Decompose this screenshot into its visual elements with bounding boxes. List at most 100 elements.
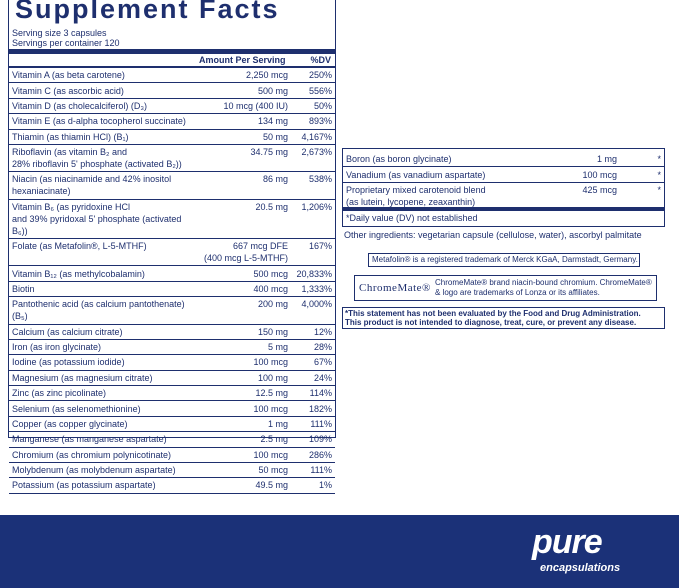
name-line: Magnesium (as magnesium citrate) [12, 372, 153, 383]
name-line: Vitamin E (as d-alpha tocopherol succina… [12, 116, 186, 127]
amount-line: 1 mg [267, 418, 288, 429]
daily-value: 1% [318, 480, 332, 491]
name-line: Selenium (as selenomethionine) [12, 403, 141, 414]
table: Boron (as boron glycinate) 1 mg * Vanadium … [343, 152, 664, 211]
amount: 20.5 mg [188, 201, 288, 237]
table-row: Magnesium (as magnesium citrate) 100 mg 24… [9, 371, 335, 386]
amount-line: 150 mg [257, 326, 288, 337]
amount-line: 200 mg [257, 299, 288, 310]
other-ingredients: Other ingredients: vegetarian capsule (c… [344, 230, 642, 240]
amount: 100 mcg [188, 449, 288, 461]
rule [343, 207, 664, 211]
footnote: *Daily value (DV) not established [346, 213, 478, 223]
amount-line: (400 mcg L-5-MTHF) [203, 253, 288, 264]
rule [9, 49, 335, 54]
chromemate-logo: ChromeMate® [359, 282, 431, 294]
daily-value: 111% [310, 418, 332, 429]
facts-panel-continued: Boron (as boron glycinate) 1 mg * Vanadium … [342, 148, 665, 227]
name-line: Boron (as boron glycinate) [346, 154, 452, 165]
daily-value: 893% [308, 116, 332, 127]
amount-line: 134 mg [257, 116, 288, 127]
table-row: Vitamin B₁₂ (as methylcobalamin) 500 mcg 2… [9, 266, 335, 282]
table-row: Chromium (as chromium polynicotinate) 100… [9, 448, 335, 463]
daily-value: 167% [308, 241, 332, 252]
name-line: Iodine (as potassium iodide) [12, 357, 125, 368]
daily-value: 50% [313, 100, 332, 111]
amount-line: 100 mcg [253, 357, 288, 368]
nutrient-name: Folate (as Metafolin®, L-5-MTHF) [9, 240, 188, 264]
daily-value: 556% [308, 85, 332, 96]
amount-line: 1 mg [596, 154, 617, 165]
nutrient-name: Manganese (as manganese aspartate) [9, 433, 188, 445]
table-row: Molybdenum (as molybdenum aspartate) 50 m… [9, 463, 335, 479]
name-line: Vitamin B₆ (as pyridoxine HCl [12, 201, 131, 212]
amount-line: 10 mcg (400 IU) [223, 100, 288, 111]
nutrient-name: Riboflavin (as vitamin B₂ and 28% ribofla… [9, 146, 188, 170]
table-row: Copper (as copper glycinate) 1 mg 111% [9, 417, 335, 433]
nutrient-name: Vitamin E (as d-alpha tocopherol succina… [9, 115, 188, 127]
nutrient-name: Calcium (as calcium citrate) [9, 326, 188, 338]
name-line: (as lutein, lycopene, zeaxanthin) [346, 196, 476, 207]
name-line: Potassium (as potassium aspartate) [12, 480, 156, 491]
nutrient-name: Magnesium (as magnesium citrate) [9, 372, 188, 384]
name-line: Molybdenum (as molybdenum aspartate) [12, 465, 176, 476]
amount: 100 mg [188, 372, 288, 384]
amount-line: 500 mg [257, 85, 288, 96]
daily-value: 109% [308, 434, 332, 445]
brand-name: pure [532, 523, 603, 561]
amount-line: 2,250 mcg [245, 70, 288, 81]
daily-value: 1,206% [301, 201, 332, 212]
table-row: Boron (as boron glycinate) 1 mg * [343, 152, 664, 168]
column-header: %DV [310, 55, 331, 65]
amount: 400 mcg [188, 283, 288, 295]
table-row: Riboflavin (as vitamin B₂ and 28% ribofla… [9, 145, 335, 173]
nutrient-name: Iron (as iron glycinate) [9, 341, 188, 353]
nutrient-name: Chromium (as chromium polynicotinate) [9, 449, 188, 461]
name-line: Thiamin (as thiamin HCl) (B₁) [12, 131, 129, 142]
amount-line: 50 mg [262, 131, 288, 142]
daily-value: * [657, 184, 661, 195]
disclaimer-box: *This statement has not been evaluated b… [342, 307, 665, 329]
nutrient-name: Molybdenum (as molybdenum aspartate) [9, 464, 188, 476]
serving-size: Serving size 3 capsules [12, 28, 107, 38]
table-row: Iron (as iron glycinate) 5 mg 28% [9, 340, 335, 356]
table-row: Zinc (as zinc picolinate) 12.5 mg 114% [9, 386, 335, 402]
amount: 1 mg [188, 418, 288, 430]
name-line: Biotin [12, 283, 35, 294]
daily-value: 538% [308, 174, 332, 185]
title: Supplement Facts [15, 0, 280, 24]
table-row: Niacin (as niacinamide and 42% inositol … [9, 172, 335, 200]
name-line: Vitamin A (as beta carotene) [12, 70, 125, 81]
nutrient-name: Boron (as boron glycinate) [343, 153, 547, 165]
metafolin-note: Metafolin® is a registered trademark of … [368, 253, 640, 267]
amount-line: 100 mcg [582, 169, 617, 180]
amount-line: 100 mg [257, 372, 288, 383]
name-line: Vitamin D (as cholecalciferol) (D₃) [12, 100, 148, 111]
amount: 200 mg [188, 298, 288, 322]
table-row: Thiamin (as thiamin HCl) (B₁) 50 mg 4,167% [9, 130, 335, 145]
amount: 86 mg [188, 173, 288, 197]
brand-tagline: encapsulations [540, 562, 621, 574]
amount-line: 500 mcg [253, 268, 288, 279]
amount: 100 mcg [188, 403, 288, 415]
name-line: Riboflavin (as vitamin B₂ and [12, 147, 128, 158]
name-line: Iron (as iron glycinate) [12, 342, 102, 353]
daily-value: 114% [309, 388, 332, 399]
amount-line: 20.5 mg [255, 201, 288, 212]
daily-value: 67% [313, 357, 332, 368]
name-line: Zinc (as zinc picolinate) [12, 388, 107, 399]
amount: 10 mcg (400 IU) [188, 100, 288, 112]
table-row: Calcium (as calcium citrate) 150 mg 12% [9, 325, 335, 340]
chromemate-note: & logo are trademarks of Lonza or its af… [435, 288, 600, 297]
name-line: Pantothenic acid (as calcium pantothenat… [12, 299, 185, 322]
name-line: Chromium (as chromium polynicotinate) [12, 449, 172, 460]
table-row: Folate (as Metafolin®, L-5-MTHF) 667 mcg … [9, 239, 335, 267]
name-line: Vitamin C (as ascorbic acid) [12, 85, 124, 96]
name-line: Vitamin B₁₂ (as methylcobalamin) [12, 268, 145, 279]
name-line: 28% riboflavin 5' phosphate (activated B… [12, 159, 182, 170]
nutrient-name: Vanadium (as vanadium aspartate) [343, 169, 547, 181]
table-row: Biotin 400 mcg 1,333% [9, 282, 335, 298]
amount: 49.5 mg [188, 479, 288, 491]
amount: 1 mg [547, 153, 617, 165]
disclaimer: This product is not intended to diagnose… [345, 318, 637, 327]
